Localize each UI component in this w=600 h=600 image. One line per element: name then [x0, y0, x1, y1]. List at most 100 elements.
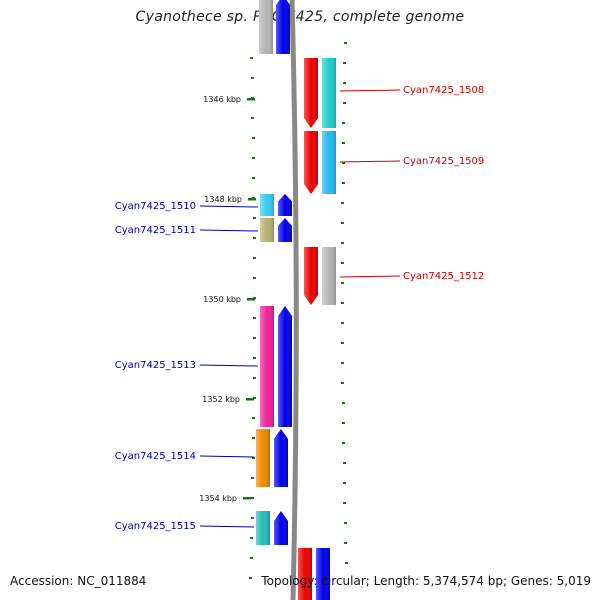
gene-block-Cyan7425_1512: [322, 247, 336, 305]
minor-tick-right: [341, 382, 344, 384]
reverse-arrow-partial-top: [276, 0, 290, 54]
genes: [256, 0, 336, 600]
minor-tick-right: [343, 82, 346, 84]
minor-tick-right: [343, 62, 346, 64]
minor-tick-left: [251, 477, 254, 479]
gene-label-Cyan7425_1512: Cyan7425_1512: [403, 271, 484, 282]
minor-tick-left: [253, 397, 256, 399]
minor-tick-right: [343, 482, 346, 484]
accession-text: Accession: NC_011884: [10, 574, 147, 588]
minor-tick-right: [342, 122, 345, 124]
minor-tick-left: [251, 497, 254, 499]
minor-tick-right: [344, 542, 347, 544]
gene-block-Cyan7425_1508: [322, 58, 336, 128]
gene-label-Cyan7425_1514: Cyan7425_1514: [115, 451, 196, 462]
label-line: [339, 275, 401, 278]
minor-tick-right: [342, 182, 345, 184]
minor-tick-right: [342, 422, 345, 424]
label-line: [199, 525, 255, 528]
kbp-label: 1350 kbp: [203, 295, 241, 304]
gene-labels: Cyan7425_1508 Cyan7425_1509 Cyan7425_1510 C…: [115, 85, 485, 532]
kbp-label: 1354 kbp: [199, 494, 237, 503]
forward-arrow-Cyan7425_1512: [304, 247, 318, 305]
minor-tick-left: [253, 337, 256, 339]
gene-block-Cyan7425_1510: [260, 194, 274, 216]
minor-tick-left: [250, 537, 253, 539]
minor-tick-right: [342, 402, 345, 404]
minor-tick-left: [253, 357, 256, 359]
kbp-label: 1346 kbp: [203, 95, 241, 104]
minor-tick-left: [250, 57, 253, 59]
minor-tick-right: [341, 362, 344, 364]
minor-tick-right: [342, 162, 345, 164]
forward-arrow-partial-bottom: [298, 548, 312, 600]
gene-block-partial-bottom: [316, 548, 330, 600]
gene-label-Cyan7425_1511: Cyan7425_1511: [115, 225, 196, 236]
minor-tick-right: [341, 302, 344, 304]
minor-tick-left: [252, 417, 255, 419]
gene-block-partial-top: [259, 0, 273, 54]
gene-block-Cyan7425_1509: [322, 131, 336, 194]
minor-tick-right: [343, 502, 346, 504]
gene-block-Cyan7425_1511: [260, 218, 274, 242]
forward-arrow-Cyan7425_1508: [304, 58, 318, 128]
kbp-tick: [247, 98, 255, 101]
map-title: Cyanothece sp. PCC 7425, complete genome: [135, 9, 465, 25]
genome-backbone: [289, 0, 299, 600]
minor-tick-right: [341, 242, 344, 244]
reverse-arrow-Cyan7425_1514: [274, 429, 288, 487]
minor-tick-left: [252, 137, 255, 139]
minor-tick-left: [249, 577, 252, 579]
genome-summary-text: Topology: circular; Length: 5,374,574 bp…: [261, 574, 591, 588]
minor-tick-left: [253, 377, 256, 379]
minor-tick-right: [341, 202, 344, 204]
gene-block-Cyan7425_1514: [256, 429, 270, 487]
kbp-label: 1348 kbp: [204, 195, 242, 204]
gene-label-Cyan7425_1513: Cyan7425_1513: [115, 360, 196, 371]
gene-block-Cyan7425_1513: [260, 306, 274, 427]
label-line: [199, 455, 255, 458]
tick-marks: [249, 42, 348, 579]
minor-tick-right: [344, 522, 347, 524]
reverse-arrow-Cyan7425_1510: [278, 194, 292, 216]
gene-label-Cyan7425_1509: Cyan7425_1509: [403, 156, 484, 167]
minor-tick-right: [341, 282, 344, 284]
label-line: [199, 364, 259, 367]
minor-tick-left: [251, 77, 254, 79]
minor-tick-left: [252, 457, 255, 459]
minor-tick-left: [252, 157, 255, 159]
reverse-arrow-Cyan7425_1511: [278, 218, 292, 242]
kbp-tick: [248, 198, 256, 201]
kbp-labels: 1346 kbp 1348 kbp 1350 kbp 1352 kbp 1354 kbp: [199, 95, 256, 503]
minor-tick-right: [345, 562, 348, 564]
minor-tick-right: [342, 442, 345, 444]
minor-tick-right: [343, 102, 346, 104]
minor-tick-left: [252, 177, 255, 179]
forward-arrow-Cyan7425_1509: [304, 131, 318, 194]
kbp-label: 1352 kbp: [202, 395, 240, 404]
minor-tick-right: [341, 322, 344, 324]
minor-tick-right: [341, 342, 344, 344]
minor-tick-right: [343, 462, 346, 464]
label-line: [199, 205, 259, 208]
minor-tick-left: [251, 117, 254, 119]
label-line: [339, 160, 401, 163]
minor-tick-left: [251, 517, 254, 519]
minor-tick-right: [341, 222, 344, 224]
minor-tick-left: [250, 557, 253, 559]
minor-tick-left: [253, 317, 256, 319]
kbp-tick: [247, 298, 255, 301]
minor-tick-left: [253, 257, 256, 259]
kbp-tick: [246, 398, 254, 401]
minor-tick-left: [253, 277, 256, 279]
minor-tick-left: [253, 237, 256, 239]
minor-tick-left: [253, 217, 256, 219]
gene-label-Cyan7425_1515: Cyan7425_1515: [115, 521, 196, 532]
gene-block-Cyan7425_1515: [256, 511, 270, 545]
minor-tick-left: [252, 437, 255, 439]
reverse-arrow-Cyan7425_1513: [278, 306, 292, 427]
minor-tick-right: [341, 262, 344, 264]
minor-tick-right: [344, 42, 347, 44]
minor-tick-right: [342, 142, 345, 144]
